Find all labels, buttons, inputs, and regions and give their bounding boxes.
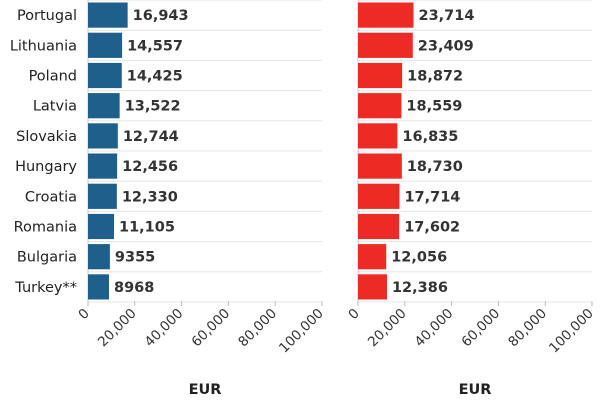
bar bbox=[358, 183, 400, 209]
category-label: Croatia bbox=[25, 189, 77, 205]
data-label: 12,744 bbox=[123, 129, 179, 145]
chart-panel-left: 16,943 Portugal 14,557 Lithuania 14,425 Polan… bbox=[10, 0, 327, 398]
data-label: 17,602 bbox=[404, 220, 460, 236]
bar bbox=[88, 2, 128, 28]
x-axis-title: EUR bbox=[459, 382, 492, 398]
bar bbox=[358, 2, 414, 28]
x-tick-label: 40,000 bbox=[412, 306, 457, 351]
data-label: 12,056 bbox=[391, 250, 447, 266]
x-tick-label: 20,000 bbox=[95, 306, 140, 351]
bar bbox=[88, 213, 114, 240]
data-label: 12,386 bbox=[392, 280, 448, 296]
x-tick-label: 80,000 bbox=[235, 306, 280, 351]
data-label: 12,456 bbox=[122, 159, 178, 175]
x-tick-label: 100,000 bbox=[276, 306, 327, 357]
bar bbox=[88, 274, 109, 300]
data-label: 18,559 bbox=[406, 99, 462, 115]
data-label: 12,330 bbox=[122, 189, 178, 205]
data-label: 16,943 bbox=[133, 8, 189, 24]
bar bbox=[358, 244, 387, 270]
bar bbox=[88, 32, 123, 58]
x-axis-title: EUR bbox=[189, 382, 222, 398]
bar bbox=[358, 213, 400, 240]
category-label: Bulgaria bbox=[17, 250, 77, 266]
category-label: Portugal bbox=[17, 8, 77, 24]
bar bbox=[88, 123, 118, 149]
data-label: 9355 bbox=[115, 250, 155, 266]
category-label: Latvia bbox=[33, 99, 77, 115]
bar bbox=[358, 62, 403, 89]
x-tick-label: 100,000 bbox=[546, 306, 597, 357]
bar bbox=[358, 274, 387, 300]
bar bbox=[358, 153, 402, 179]
x-tick-label: 60,000 bbox=[189, 306, 234, 351]
chart-panel-right: 23,714 23,409 18,872 18,559 16,835 18,730 17,7… bbox=[345, 0, 597, 398]
data-label: 17,714 bbox=[404, 189, 460, 205]
data-label: 14,557 bbox=[127, 38, 183, 54]
bar bbox=[358, 93, 402, 119]
category-label: Romania bbox=[14, 220, 77, 236]
x-tick-label: 20,000 bbox=[365, 306, 410, 351]
bar bbox=[88, 93, 120, 119]
category-label: Poland bbox=[29, 69, 77, 85]
x-tick-label: 0 bbox=[75, 306, 92, 323]
x-tick-label: 60,000 bbox=[459, 306, 504, 351]
bar bbox=[88, 62, 122, 89]
data-label: 8968 bbox=[114, 280, 154, 296]
bar bbox=[88, 153, 118, 179]
category-label: Turkey** bbox=[14, 280, 77, 296]
data-label: 14,425 bbox=[127, 69, 183, 85]
category-label: Lithuania bbox=[10, 38, 77, 54]
category-label: Hungary bbox=[15, 159, 77, 175]
bar bbox=[358, 32, 413, 58]
data-label: 11,105 bbox=[119, 220, 175, 236]
x-tick-label: 40,000 bbox=[142, 306, 187, 351]
bar bbox=[358, 123, 398, 149]
x-tick-label: 80,000 bbox=[505, 306, 550, 351]
bar bbox=[88, 183, 117, 209]
data-label: 18,730 bbox=[407, 159, 463, 175]
data-label: 23,714 bbox=[418, 8, 474, 24]
data-label: 18,872 bbox=[407, 69, 463, 85]
category-label: Slovakia bbox=[16, 129, 77, 145]
bar bbox=[88, 244, 110, 270]
data-label: 16,835 bbox=[402, 129, 458, 145]
x-tick-label: 0 bbox=[345, 306, 362, 323]
data-label: 13,522 bbox=[125, 99, 181, 115]
data-label: 23,409 bbox=[418, 38, 474, 54]
